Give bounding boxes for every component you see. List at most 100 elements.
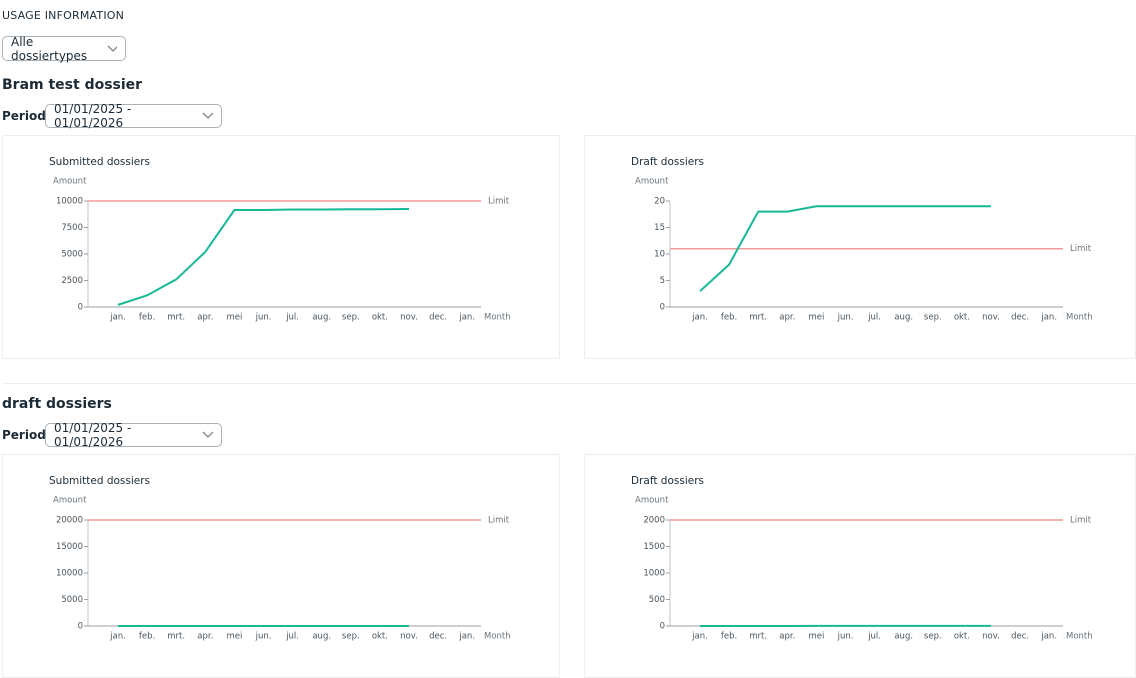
period-select[interactable]: 01/01/2025 - 01/01/2026 <box>45 423 222 447</box>
section-title: Bram test dossier <box>2 77 142 93</box>
x-tick-label: mrt. <box>167 313 185 323</box>
x-tick-label: jun. <box>255 313 272 323</box>
chevron <box>107 45 118 53</box>
x-tick-label: jul. <box>285 632 299 642</box>
y-tick-label: 15000 <box>56 542 83 552</box>
x-tick-label: okt. <box>372 632 388 642</box>
chart: Submitted dossiers Amount Month 0 2500 5000 75… <box>3 136 560 359</box>
x-tick-label: jan. <box>109 632 126 642</box>
x-tick-label: aug. <box>312 313 331 323</box>
limit-label: Limit <box>1070 244 1092 254</box>
x-tick-label: sep. <box>924 632 942 642</box>
y-tick-label: 1000 <box>643 569 665 579</box>
y-tick-label: 5000 <box>61 595 83 605</box>
y-tick-label: 1500 <box>643 542 665 552</box>
x-tick-label: aug. <box>894 313 913 323</box>
x-tick-label: nov. <box>982 632 1000 642</box>
type-filter[interactable]: Alle dossiertypes <box>2 36 126 61</box>
y-tick-label: 20 <box>654 197 665 207</box>
x-axis-label: Month <box>1066 313 1093 323</box>
y-tick-label: 10 <box>654 250 665 260</box>
data-line <box>118 209 409 305</box>
x-tick-label: mrt. <box>167 632 185 642</box>
chart-title: Draft dossiers <box>631 156 704 168</box>
y-tick-label: 15 <box>654 223 665 233</box>
chart: Draft dossiersAmountMonth05101520jan.feb… <box>585 136 1136 359</box>
y-tick-label: 2000 <box>643 516 665 526</box>
section-title: draft dossiers <box>2 396 112 412</box>
x-tick-label: jan. <box>1040 632 1057 642</box>
x-tick-label: mei <box>226 632 242 642</box>
x-tick-label: sep. <box>342 632 360 642</box>
y-tick-label: 10000 <box>56 197 83 207</box>
chart-title: Submitted dossiers <box>49 475 150 487</box>
x-tick-label: jan. <box>691 313 708 323</box>
y-axis-label: Amount <box>53 177 87 187</box>
x-axis-label: Month <box>484 632 511 642</box>
x-tick-label: jun. <box>255 632 272 642</box>
chart: Draft dossiersAmountMonth050010001500200… <box>585 455 1136 678</box>
chevron <box>202 112 213 120</box>
chart: Submitted dossiers Amount Month 0 5000 10000 1… <box>3 455 560 678</box>
x-tick-label: apr. <box>197 313 213 323</box>
x-tick-label: jan. <box>458 313 475 323</box>
x-tick-label: apr. <box>197 632 213 642</box>
x-axis-label: Month <box>484 313 511 323</box>
y-tick-label: 0 <box>78 303 83 313</box>
y-tick-label: 7500 <box>61 223 83 233</box>
chart-card: Submitted dossiers Amount Month 0 2500 5000 75… <box>2 135 560 359</box>
y-axis-label: Amount <box>53 496 87 506</box>
x-tick-label: dec. <box>1011 313 1029 323</box>
x-tick-label: dec. <box>429 632 447 642</box>
x-tick-label: jul. <box>867 313 881 323</box>
chart-card: Submitted dossiers Amount Month 0 5000 10000 1… <box>2 454 560 678</box>
x-tick-label: mrt. <box>749 313 767 323</box>
x-tick-label: jun. <box>837 313 854 323</box>
page: {"header": {"title": "USAGE INFORMATION"… <box>0 0 1136 656</box>
x-tick-label: jan. <box>109 313 126 323</box>
period-value: 01/01/2025 - 01/01/2026 <box>54 102 196 130</box>
page-title: USAGE INFORMATION <box>2 9 124 22</box>
x-tick-label: sep. <box>342 313 360 323</box>
y-axis-label: Amount <box>635 177 669 187</box>
x-axis-label: Month <box>1066 632 1093 642</box>
y-tick-label: 10000 <box>56 569 83 579</box>
x-tick-label: nov. <box>400 632 418 642</box>
x-tick-label: jan. <box>458 632 475 642</box>
y-tick-label: 2500 <box>61 276 83 286</box>
period-select[interactable]: 01/01/2025 - 01/01/2026 <box>45 104 222 128</box>
x-tick-label: nov. <box>982 313 1000 323</box>
x-tick-label: apr. <box>779 632 795 642</box>
period-label: Period: <box>2 109 51 123</box>
x-tick-label: aug. <box>894 632 913 642</box>
limit-label: Limit <box>488 197 510 207</box>
x-tick-label: feb. <box>721 632 737 642</box>
filter-value: Alle dossiertypes <box>11 35 101 63</box>
y-tick-label: 0 <box>660 303 665 313</box>
x-tick-label: jan. <box>1040 313 1057 323</box>
chart-title: Draft dossiers <box>631 475 704 487</box>
x-tick-label: sep. <box>924 313 942 323</box>
x-tick-label: nov. <box>400 313 418 323</box>
x-tick-label: dec. <box>1011 632 1029 642</box>
x-tick-label: feb. <box>139 313 155 323</box>
x-tick-label: jan. <box>691 632 708 642</box>
divider <box>2 383 1136 384</box>
limit-label: Limit <box>488 516 510 526</box>
y-tick-label: 0 <box>660 622 665 632</box>
chart-title: Submitted dossiers <box>49 156 150 168</box>
x-tick-label: mei <box>808 632 824 642</box>
x-tick-label: jun. <box>837 632 854 642</box>
limit-label: Limit <box>1070 516 1092 526</box>
x-tick-label: okt. <box>954 632 970 642</box>
x-tick-label: okt. <box>954 313 970 323</box>
x-tick-label: feb. <box>139 632 155 642</box>
y-tick-label: 20000 <box>56 516 83 526</box>
y-tick-label: 5000 <box>61 250 83 260</box>
y-tick-label: 0 <box>78 622 83 632</box>
period-label: Period: <box>2 428 51 442</box>
y-tick-label: 5 <box>660 276 665 286</box>
y-tick-label: 500 <box>649 595 665 605</box>
x-tick-label: dec. <box>429 313 447 323</box>
